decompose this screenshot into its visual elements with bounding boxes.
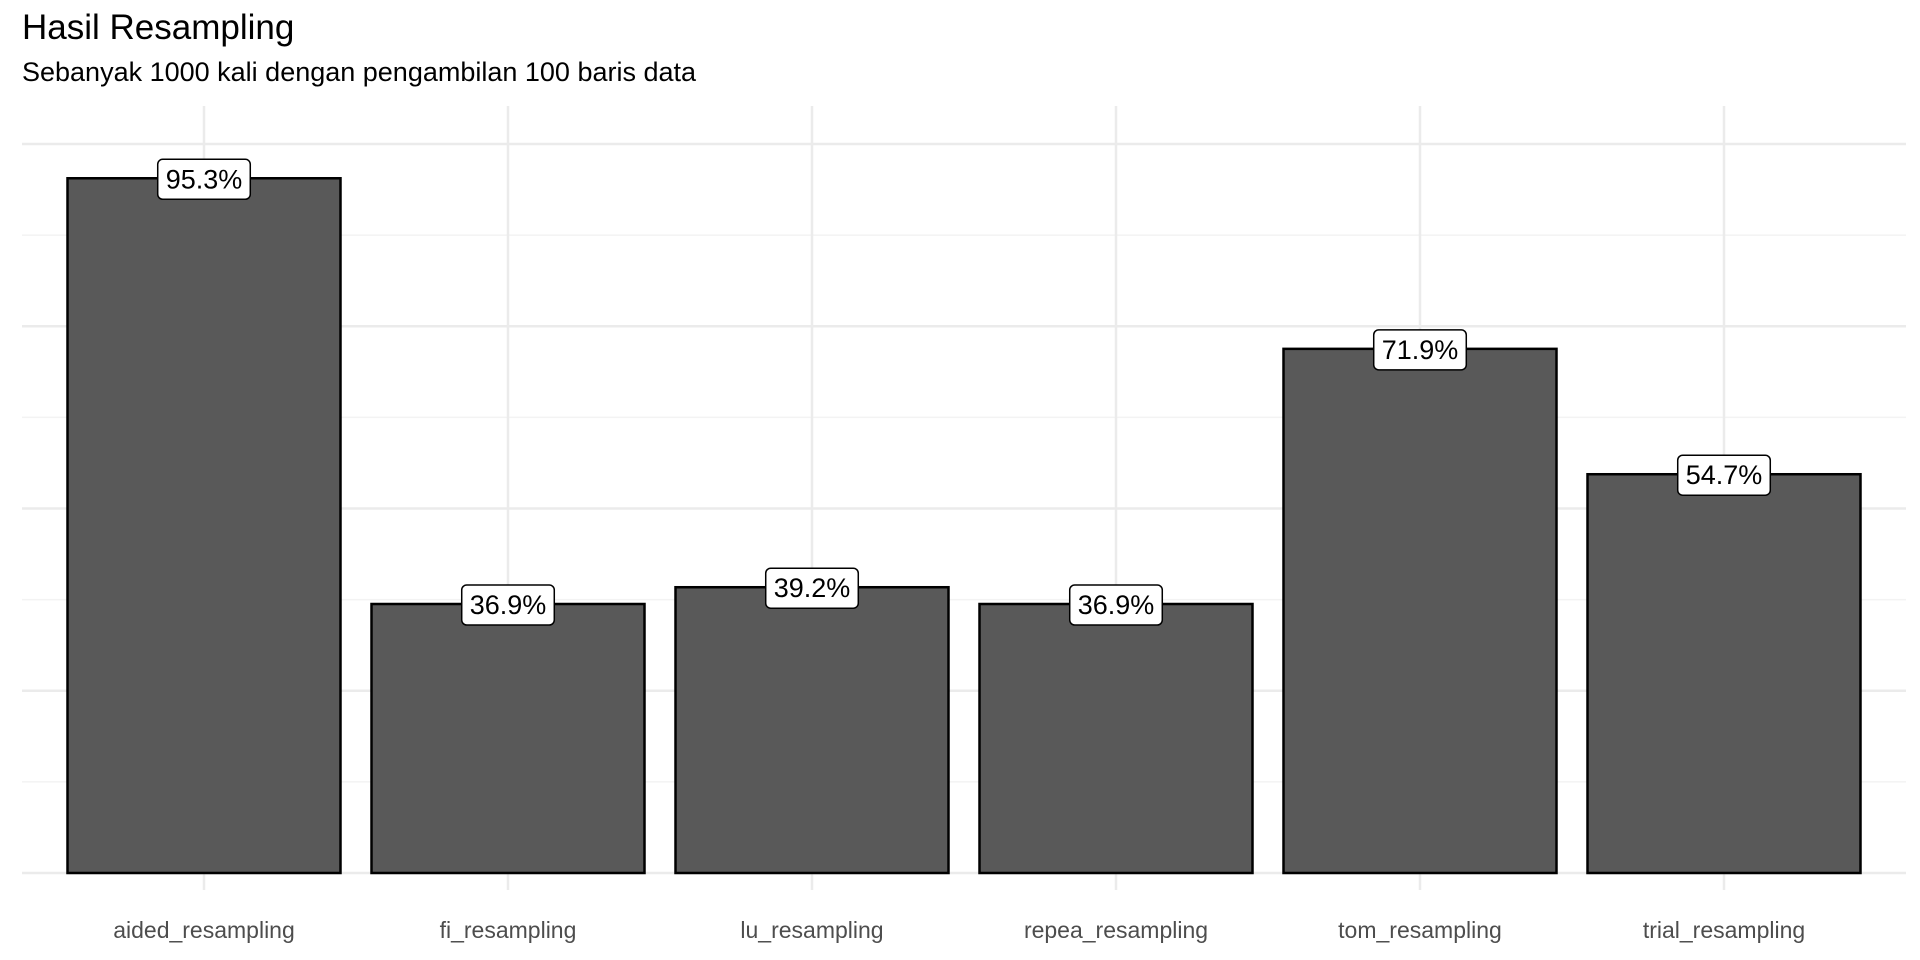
bar-trial_resampling [1586, 472, 1862, 875]
data-label-text: 36.9% [1078, 590, 1155, 620]
data-label-aided_resampling: 95.3% [156, 158, 252, 201]
x-tick-label-aided_resampling: aided_resampling [113, 917, 295, 943]
data-label-tom_resampling: 71.9% [1372, 329, 1468, 371]
data-label-text: 54.7% [1686, 460, 1763, 490]
data-label-text: 39.2% [774, 573, 851, 603]
data-label-fi_resampling: 36.9% [460, 584, 556, 626]
x-tick-label-trial_resampling: trial_resampling [1643, 917, 1805, 943]
data-labels: 95.3% 36.9% 39.2% 36.9% 71.9% 54.7% [156, 158, 1772, 626]
data-label-text: 36.9% [470, 590, 547, 620]
x-axis-tick-labels: aided_resampling fi_resampling lu_resampli… [113, 917, 1805, 943]
bar-lu_resampling [674, 585, 950, 875]
bar-fi_resampling [370, 602, 646, 875]
x-tick-label-lu_resampling: lu_resampling [740, 917, 883, 943]
bar-tom_resampling [1282, 347, 1558, 875]
x-tick-label-repea_resampling: repea_resampling [1024, 917, 1208, 943]
bar-aided_resampling [66, 177, 342, 875]
bars [66, 177, 1862, 875]
bar-repea_resampling [978, 602, 1254, 875]
data-label-text: 71.9% [1382, 335, 1459, 365]
data-label-repea_resampling: 36.9% [1068, 584, 1164, 626]
data-label-lu_resampling: 39.2% [764, 567, 860, 609]
x-tick-label-tom_resampling: tom_resampling [1338, 917, 1502, 943]
chart-title: Hasil Resampling [22, 8, 295, 47]
data-label-text: 95.3% [166, 164, 243, 194]
chart-subtitle: Sebanyak 1000 kali dengan pengambilan 10… [22, 57, 697, 87]
x-tick-label-fi_resampling: fi_resampling [440, 917, 577, 943]
data-label-trial_resampling: 54.7% [1676, 454, 1772, 496]
